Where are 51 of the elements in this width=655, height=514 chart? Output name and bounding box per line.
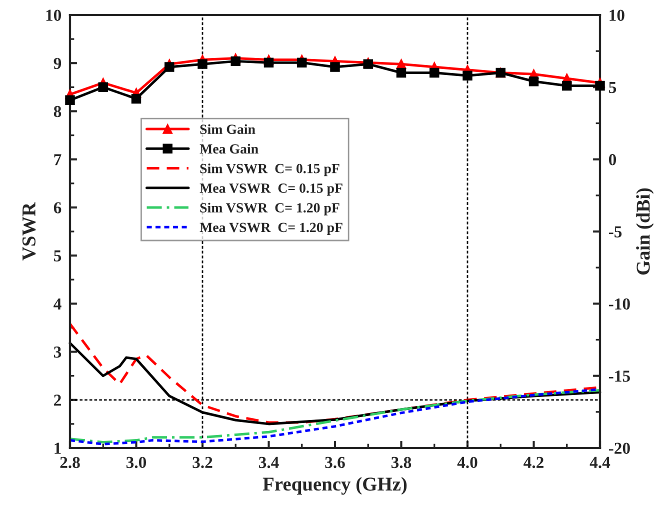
x-tick-label: 4.0	[457, 456, 478, 468]
y-tick-label: 7	[54, 154, 62, 166]
legend-label: Mea VSWR C= 0.15 pF	[200, 184, 342, 196]
legend-label: Sim VSWR C= 1.20 pF	[200, 202, 340, 216]
point	[363, 59, 373, 69]
y2-tick-label: 10	[610, 10, 624, 21]
point	[330, 62, 340, 72]
x-tick-label: 4.2	[524, 456, 544, 468]
y-tick-label: 5	[54, 250, 62, 262]
x-axis-title: Frequency (GHz)	[262, 477, 407, 495]
y-tick-label: 8	[54, 106, 62, 118]
point	[562, 80, 572, 91]
point	[297, 58, 307, 68]
y-tick-label: 9	[54, 58, 62, 70]
y-tick-label: 2	[54, 394, 61, 406]
x-tick-label: 3.8	[391, 456, 412, 468]
point	[430, 68, 440, 78]
point	[462, 70, 472, 80]
y2-tick-label: -5	[608, 226, 622, 238]
x-tick-label: 2.8	[60, 456, 80, 468]
y-tick-label: 10	[46, 10, 62, 21]
y-tick-label: 3	[54, 346, 62, 358]
point	[230, 56, 240, 66]
y2-tick-label: -10	[608, 298, 630, 310]
point	[164, 62, 174, 72]
legend-label: Mea Gain	[200, 144, 258, 154]
y2-axis-title: Gain (dBi)	[636, 188, 654, 275]
point	[264, 58, 274, 68]
point	[528, 76, 539, 86]
point	[65, 95, 75, 106]
point	[396, 68, 406, 78]
legend-label: Mea VSWR C= 1.20 pF	[200, 222, 342, 235]
point	[98, 82, 108, 92]
x-tick-label: 3.6	[325, 456, 345, 468]
legend-label: Sim Gain	[200, 124, 256, 134]
y2-tick-label: -15	[608, 370, 630, 382]
y2-tick-label: 0	[608, 154, 616, 166]
point	[198, 59, 208, 69]
x-tick-label: 4.4	[590, 456, 610, 468]
point	[131, 94, 142, 104]
x-tick-label: 3.2	[192, 456, 212, 468]
x-tick-label: 3.4	[258, 456, 279, 468]
y2-tick-label: -20	[608, 442, 630, 454]
x-tick-label: 3.0	[126, 456, 146, 468]
y-tick-label: 6	[54, 202, 62, 214]
legend-label: Sim VSWR C= 0.15 pF	[200, 163, 340, 176]
y2-tick-label: 5	[609, 82, 616, 94]
y-tick-label: 1	[54, 442, 61, 454]
y-axis-title: VSWR	[22, 202, 36, 260]
y-tick-label: 4	[54, 298, 62, 310]
point	[595, 80, 605, 91]
